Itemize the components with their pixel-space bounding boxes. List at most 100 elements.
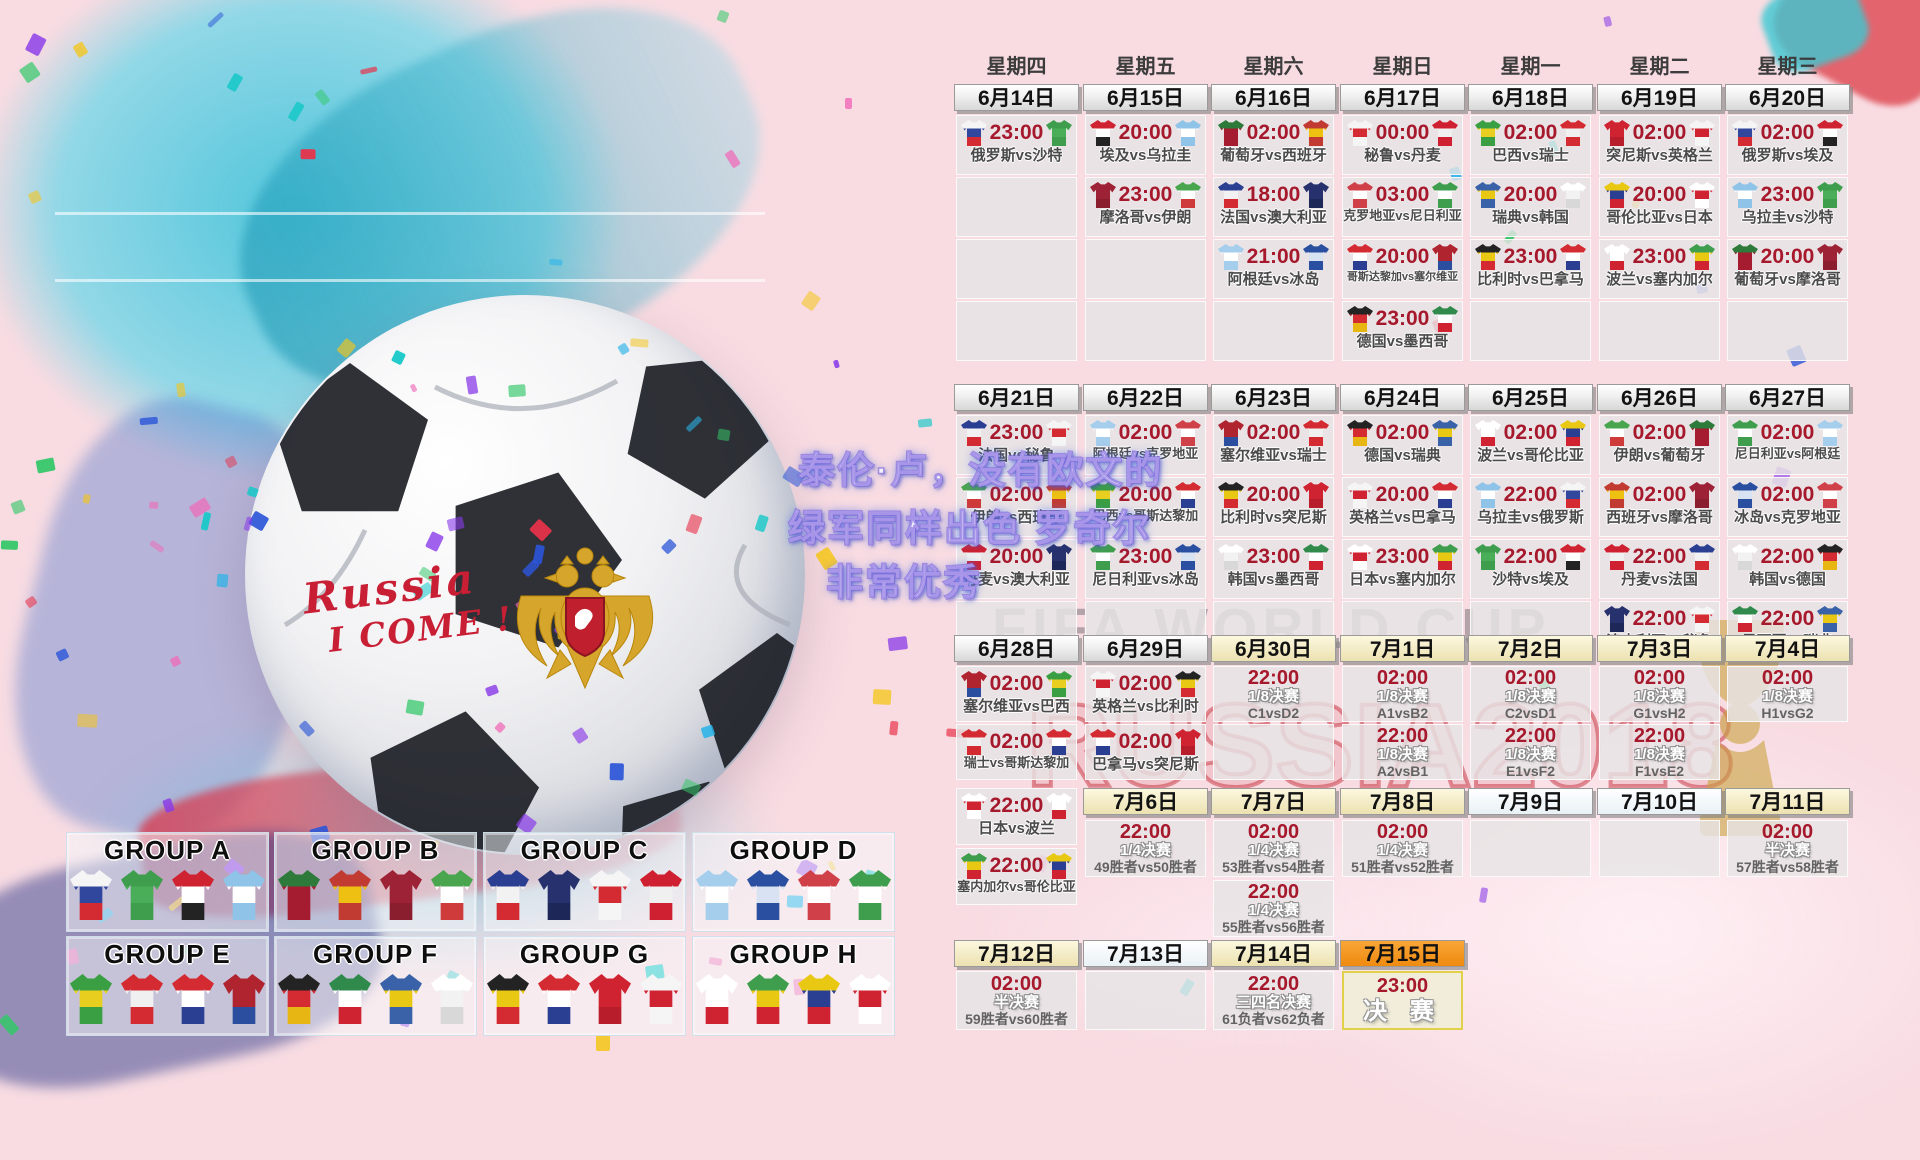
match-teams: 巴西vs哥斯达黎加 (1092, 508, 1199, 523)
match-cell: 02:00 冰岛vs克罗地亚 (1727, 477, 1848, 537)
knockout-cell: 22:00 1/8决赛 E1vsF2 (1470, 724, 1591, 780)
knockout-content: 22:00 1/8决赛 E1vsF2 (1471, 725, 1590, 779)
jersey-icon-俄罗斯 (1560, 482, 1586, 508)
knockout-cell: 22:00 1/8决赛 F1vsE2 (1599, 724, 1720, 780)
match-cell: 02:00 阿根廷vs克罗地亚 (1085, 415, 1206, 475)
jersey-icon-瑞典 (1432, 420, 1458, 446)
confetti-piece (1603, 15, 1613, 28)
group-jerseys (693, 870, 894, 920)
match-time: 21:00 (1246, 245, 1301, 268)
jersey-icon-瑞典 (1475, 182, 1501, 208)
weekday-label: 星期四 (986, 56, 1047, 78)
match-cell: 20:00 瑞典vs韩国 (1470, 177, 1591, 237)
jersey-icon-巴西 (1046, 671, 1072, 697)
group-box-c: GROUP C (483, 832, 686, 932)
match-teams: 摩洛哥vs伊朗 (1099, 209, 1192, 226)
knockout-cell: 22:00 1/4决赛 49胜者vs50胜者 (1085, 820, 1206, 877)
date-header: 7月9日 (1468, 788, 1593, 815)
match-time: 02:00 (1633, 666, 1686, 689)
confetti-piece (0, 540, 18, 550)
jersey-icon-尼日利亚 (1732, 420, 1758, 446)
group-box-a: GROUP A (66, 832, 269, 932)
match-time: 02:00 (1246, 421, 1301, 444)
match-top-row: 23:00 (1471, 240, 1590, 270)
match-cell: 23:00 法国vs秘鲁 (956, 415, 1077, 475)
match-top-row: 22:00 (1728, 602, 1847, 632)
match-cell: 23:00 比利时vs巴拿马 (1470, 239, 1591, 299)
match-time: 23:00 (989, 421, 1044, 444)
match-teams: 塞内加尔vs哥伦比亚 (957, 879, 1076, 894)
confetti-piece (887, 635, 909, 652)
match-teams: 俄罗斯vs埃及 (1741, 147, 1834, 164)
jersey-icon-突尼斯 (589, 974, 631, 1024)
match-top-row: 23:00 (1343, 540, 1462, 570)
match-teams: 伊朗vs葡萄牙 (1613, 447, 1706, 464)
jersey-icon-英格兰 (1689, 120, 1715, 146)
match-time: 22:00 (1376, 724, 1429, 747)
match-top-row: 02:00 (957, 478, 1076, 508)
jersey-icon-冰岛 (1175, 544, 1201, 570)
empty-cell (1599, 820, 1720, 877)
overlay-caption-line1: 泰伦·卢，没有欧文的 (797, 449, 1164, 492)
match-time: 22:00 (1247, 666, 1300, 689)
jersey-icon-埃及 (1817, 120, 1843, 146)
match-top-row: 02:00 (957, 667, 1076, 697)
jersey-icon-克罗地亚 (798, 870, 840, 920)
weekday-label: 星期三 (1757, 56, 1818, 78)
date-header: 6月23日 (1211, 384, 1336, 411)
match-top-row: 02:00 (1214, 116, 1333, 146)
jersey-icon-沙特 (1046, 120, 1072, 146)
jersey-icon-丹麦 (1604, 544, 1630, 570)
match-teams: 德国vs瑞典 (1364, 447, 1441, 464)
date-header: 7月2日 (1468, 635, 1593, 662)
match-time: 02:00 (989, 672, 1044, 695)
jersey-icon-塞内加尔 (747, 974, 789, 1024)
match-cell: 20:00 丹麦vs澳大利亚 (956, 539, 1077, 599)
knockout-cell: 22:00 1/8决赛 A2vsB1 (1342, 724, 1463, 780)
empty-cell (1470, 301, 1591, 361)
final-cell-slot: 23:00 决 赛 (1342, 971, 1463, 1030)
jersey-icon-巴拿马 (1090, 729, 1116, 755)
overlay-caption-line2: 绿军同样出色 罗奇尔 (787, 507, 1152, 550)
match-teams: 哥斯达黎加vs塞尔维亚 (1346, 271, 1459, 283)
jersey-icon-英格兰 (640, 974, 682, 1024)
group-jerseys (67, 974, 268, 1024)
match-time: 02:00 (989, 483, 1044, 506)
jersey-icon-尼日利亚 (849, 870, 891, 920)
knockout-content: 02:00 1/8决赛 G1vsH2 (1600, 667, 1719, 721)
match-cell: 02:00 塞尔维亚vs瑞士 (1213, 415, 1334, 475)
knockout-teams: 55胜者vs56胜者 (1222, 919, 1325, 936)
knockout-content: 02:00 半决赛 57胜者vs58胜者 (1728, 821, 1847, 876)
match-cell: 02:00 瑞士vs哥斯达黎加 (956, 724, 1077, 780)
jersey-icon-伊朗 (1175, 182, 1201, 208)
jersey-icon-冰岛 (747, 870, 789, 920)
knockout-content: 22:00 1/4决赛 55胜者vs56胜者 (1214, 881, 1333, 936)
match-top-row: 22:00 (957, 849, 1076, 879)
match-top-row: 23:00 (1214, 540, 1333, 570)
knockout-cell: 02:00 1/4决赛 53胜者vs54胜者 (1213, 820, 1334, 877)
match-time: 23:00 (989, 121, 1044, 144)
match-time: 23:00 (1760, 183, 1815, 206)
jersey-icon-韩国 (431, 974, 473, 1024)
match-time: 23:00 (1375, 307, 1430, 330)
confetti-piece (216, 574, 229, 588)
match-teams: 韩国vs墨西哥 (1227, 571, 1320, 588)
jersey-icon-秘鲁 (1689, 606, 1715, 632)
jersey-icon-韩国 (1560, 182, 1586, 208)
match-time: 02:00 (1760, 121, 1815, 144)
date-header: 6月15日 (1083, 84, 1208, 111)
match-time: 02:00 (1375, 421, 1430, 444)
knockout-teams: 57胜者vs58胜者 (1736, 859, 1839, 876)
jersey-icon-葡萄牙 (1732, 244, 1758, 270)
jersey-icon-巴拿马 (1432, 482, 1458, 508)
jersey-icon-澳大利亚 (1604, 606, 1630, 632)
match-time: 23:00 (1375, 545, 1430, 568)
jersey-icon-突尼斯 (1175, 729, 1201, 755)
match-cell: 00:00 秘鲁vs丹麦 (1342, 115, 1463, 175)
jersey-icon-冰岛 (1732, 482, 1758, 508)
jersey-icon-克罗地亚 (1175, 420, 1201, 446)
knockout-content: 22:00 1/4决赛 49胜者vs50胜者 (1086, 821, 1205, 876)
match-time: 22:00 (1760, 545, 1815, 568)
group-jerseys (275, 974, 476, 1024)
